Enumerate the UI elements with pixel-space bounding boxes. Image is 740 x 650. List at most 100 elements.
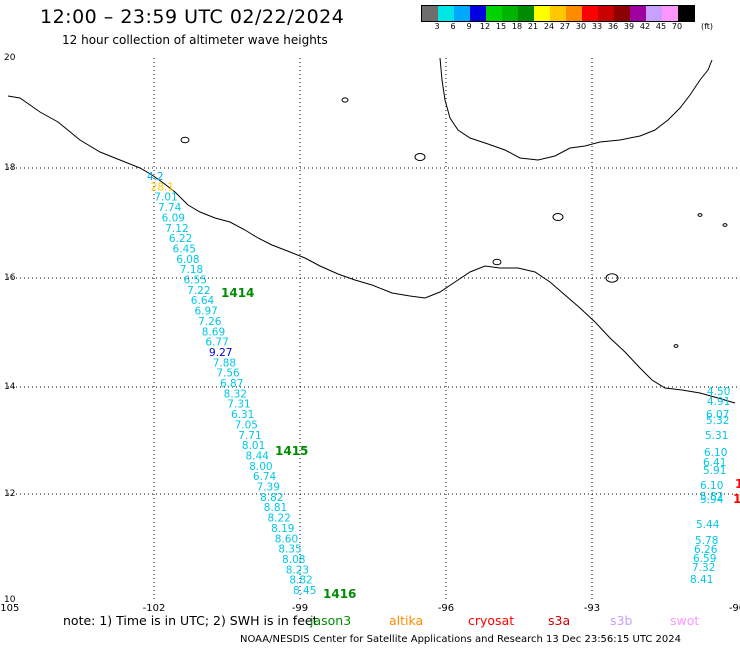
wave-height-label: 6.97 (194, 306, 217, 318)
wave-height-label: 8.69 (202, 326, 225, 338)
pass-time-label: 1416 (323, 587, 356, 601)
wave-height-label: 4.2 (147, 171, 164, 183)
island-outline (180, 136, 190, 144)
wave-height-label: 8.44 (246, 450, 270, 462)
color-swatch (678, 6, 694, 21)
wave-height-label: 5.94 (700, 494, 724, 506)
color-scale-label: 70 (671, 22, 683, 31)
wave-height-label: 4.91 (707, 396, 730, 408)
color-swatch (630, 6, 646, 21)
wave-height-label: 8.00 (249, 461, 272, 473)
wave-height-label: 8.32 (224, 388, 247, 400)
wave-height-label: 7.32 (692, 562, 715, 574)
color-scale-bar (421, 5, 695, 22)
wave-height-label: 8.08 (282, 554, 305, 566)
color-scale-label: 45 (655, 22, 667, 31)
footer-credit: NOAA/NESDIS Center for Satellite Applica… (240, 634, 682, 645)
color-swatch (646, 6, 662, 21)
wave-height-label: 5.82 (700, 491, 723, 503)
satellite-legend-jason3: jason3 (310, 613, 352, 628)
wave-height-label: 8.22 (267, 513, 290, 525)
lat-label: 14 (4, 382, 16, 392)
wave-height-label: 5.91 (703, 465, 726, 477)
pacific-coastline (7, 95, 736, 404)
wave-height-label: 8.23 (286, 564, 309, 576)
wave-height-label: 6.64 (191, 295, 215, 307)
color-scale-unit: (ft) (700, 22, 714, 31)
wave-height-label: 8.35 (278, 544, 301, 556)
wave-height-label: 7.56 (216, 368, 240, 380)
lat-label: 10 (4, 595, 16, 605)
lon-label: -102 (143, 603, 166, 614)
pass-time-label: 1415 (275, 444, 308, 458)
color-scale-label: 36 (607, 22, 619, 31)
island-outline (722, 223, 728, 227)
wave-height-label: 6.26 (694, 544, 718, 556)
satellite-legend-cryosat: cryosat (468, 613, 515, 628)
wave-height-label: 8.19 (271, 523, 294, 535)
color-scale-label: 21 (527, 22, 539, 31)
wave-height-label: 7.22 (187, 285, 210, 297)
lat-label: 16 (4, 273, 16, 283)
color-scale-label: 39 (623, 22, 635, 31)
page-title: 12:00 – 23:59 UTC 02/22/2024 (40, 6, 345, 28)
wave-height-label: 7.71 (238, 430, 261, 442)
coastline (7, 57, 736, 404)
gulf-coastline (439, 57, 713, 161)
color-swatch (454, 6, 470, 21)
wave-height-label: 7.12 (165, 223, 188, 235)
island-outline (414, 153, 426, 161)
island-outline (673, 344, 679, 348)
wave-height-label: 6.22 (169, 233, 192, 245)
color-swatch (534, 6, 550, 21)
color-scale-label: 6 (450, 22, 456, 31)
wave-height-label: 6.55 (184, 275, 207, 287)
wave-height-label: 8.81 (264, 502, 287, 514)
color-swatch (582, 6, 598, 21)
wave-height-label: 5.44 (696, 519, 720, 531)
color-scale-label: 24 (543, 22, 555, 31)
wave-height-label: 7.31 (227, 399, 250, 411)
map-axis-labels: -105 -102 -99 -96 -93 -90 20 18 16 14 12 10 (0, 53, 740, 614)
lat-label: 12 (4, 489, 15, 499)
color-swatch (486, 6, 502, 21)
wave-height-label: 6.41 (703, 457, 726, 469)
lon-label: -105 (0, 603, 19, 614)
satellite-legend-swot: swot (670, 613, 700, 628)
wave-height-label: 8.82 (289, 575, 312, 587)
wave-height-label: 6.59 (693, 553, 716, 565)
satellite-track-b: 4.504.916.075.325.316.106.415.916.105.82… (690, 386, 740, 586)
pass-time-label-cutoff: 1 (733, 492, 740, 506)
wave-height-label: 6.31 (231, 409, 254, 421)
wave-height-label: 8.82 (260, 492, 283, 504)
pass-time-label: 1414 (221, 286, 254, 300)
wave-height-label: 6.08 (176, 254, 199, 266)
satellite-track-a: 4.228.17.017.746.097.126.226.456.087.186… (147, 171, 356, 601)
color-scale-label: 3 (434, 22, 440, 31)
wave-height-label: 8.41 (690, 574, 713, 586)
lon-label: -99 (292, 603, 308, 614)
wave-height-label: 6.10 (700, 480, 723, 492)
lat-label: 20 (4, 53, 16, 63)
color-swatch (422, 6, 438, 21)
color-swatch (598, 6, 614, 21)
page-subtitle: 12 hour collection of altimeter wave hei… (62, 33, 328, 47)
color-scale-label: 42 (639, 22, 651, 31)
island-outline (552, 213, 564, 221)
color-swatch (470, 6, 486, 21)
color-scale-label: 30 (575, 22, 587, 31)
wave-height-label: 7.18 (180, 264, 203, 276)
wave-height-label: 7.39 (257, 482, 280, 494)
satellite-legend-altika: altika (389, 613, 424, 628)
color-scale-label: 12 (479, 22, 491, 31)
wave-height-label: 7.26 (198, 316, 222, 328)
lat-label: 18 (4, 163, 16, 173)
wave-height-label: 7.74 (158, 202, 182, 214)
color-scale-label: 18 (511, 22, 523, 31)
wave-height-label: 6.87 (220, 378, 243, 390)
wave-height-label: 5.78 (695, 535, 718, 547)
island-outline (605, 273, 619, 283)
wave-height-label: 6.10 (704, 447, 727, 459)
island-outline (492, 258, 502, 266)
